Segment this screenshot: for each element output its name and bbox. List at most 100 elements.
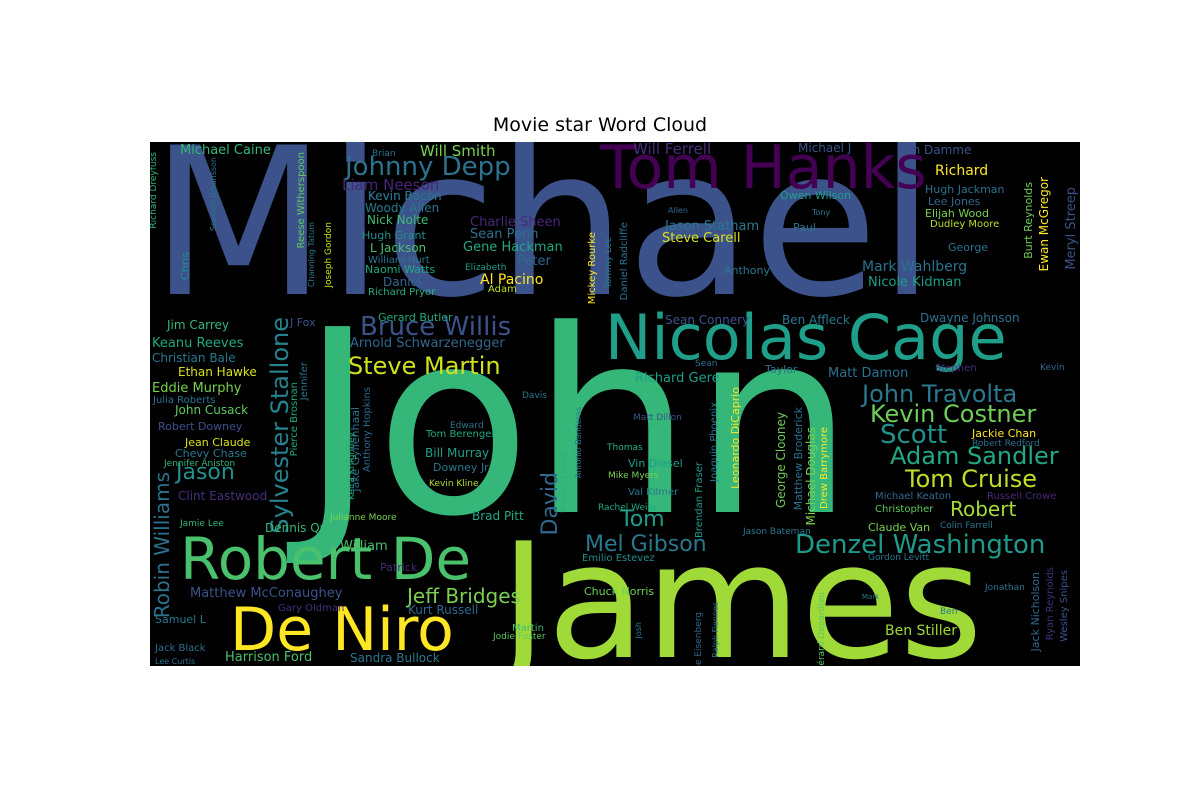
word-hugh-grant: Hugh Grant: [362, 229, 426, 242]
word-richard: Richard: [935, 163, 989, 179]
word-allen: Allen: [668, 206, 688, 215]
word-robert-de: Robert De: [180, 525, 472, 593]
word-ben-stiller: Ben Stiller: [885, 623, 957, 639]
word-woody-allen: Woody Allen: [365, 201, 440, 215]
word-jodie-foster: Jodie Foster: [493, 632, 546, 642]
word-christian-bale: Christian Bale: [152, 351, 236, 365]
word-jackie-chan: Jackie Chan: [972, 427, 1037, 440]
word-robin-williams: Robin Williams: [150, 472, 174, 619]
word-matt-dillon: Matt Dillon: [633, 413, 682, 423]
word-gordon-levitt: Gordon Levitt: [868, 553, 930, 563]
word-kevin-costner: Kevin Costner: [870, 400, 1037, 428]
word-gene-hackman: Gene Hackman: [463, 240, 563, 255]
word-gerard-butler: Gerard Butler: [378, 311, 453, 324]
word-daniel: Daniel: [383, 275, 422, 289]
word-george-clooney: George Clooney: [774, 412, 788, 509]
word-tom: Tom: [620, 507, 665, 532]
word-sean-connery: Sean Connery: [665, 313, 750, 327]
word-gerard-depardieu: Gérard Depardieu: [817, 592, 827, 666]
word-meryl-streep: Meryl Streep: [1064, 187, 1079, 270]
word-downey-jr: Downey Jr: [433, 461, 489, 474]
word-michael-caine: Michael Caine: [180, 143, 271, 158]
word-tony: Tony: [812, 208, 831, 217]
word-elijah-wood: Elijah Wood: [925, 207, 990, 220]
word-keanu-reeves: Keanu Reeves: [152, 336, 244, 351]
word-robert-downey: Robert Downey: [158, 420, 243, 433]
word-jean-claude: Jean Claude: [185, 436, 251, 449]
word-scott: Scott: [880, 420, 948, 450]
word-joseph-gordon: Joseph Gordon: [324, 222, 334, 288]
word-burt-reynolds: Burt Reynolds: [1022, 182, 1035, 259]
word-will-smith: Will Smith: [420, 142, 496, 160]
word-peter: Peter: [517, 254, 551, 269]
word-l-jackson: L Jackson: [370, 241, 427, 255]
word-gary-oldman: Gary Oldman: [278, 603, 345, 614]
word-brendan-fraser: Brendan Fraser: [694, 462, 705, 538]
word-brian: Brian: [372, 149, 396, 159]
word-josh: Josh: [634, 622, 643, 639]
word-adam-sandler: Adam Sandler: [890, 442, 1059, 470]
word-de-niro: De Niro: [230, 595, 454, 665]
word-julianne-moore: Julianne Moore: [330, 513, 397, 523]
word-wesley-snipes: Wesley Snipes: [1059, 570, 1070, 642]
word-william-hurt: William Hurt: [368, 255, 430, 266]
word-owen-wilson: Owen Wilson: [780, 189, 852, 202]
word-jamie-lee: Jamie Lee: [180, 519, 224, 529]
word-van-damme: Van Damme: [898, 143, 972, 157]
word-patrick: Patrick: [380, 561, 418, 574]
word-paul: Paul: [793, 221, 816, 234]
word-al-pacino: Al Pacino: [480, 272, 544, 288]
word-nicole-kidman: Nicole Kidman: [868, 275, 962, 290]
word-kirsten-dunst: Kirsten Dunst: [559, 452, 569, 513]
word-kevin: Kevin: [1040, 363, 1065, 373]
word-chuck-norris: Chuck Norris: [584, 585, 655, 598]
word-val-kilmer: Val Kilmer: [628, 487, 679, 498]
word-claude-van: Claude Van: [868, 521, 931, 534]
word-denzel-washington: Denzel Washington: [795, 530, 1046, 560]
word-sandra-bullock: Sandra Bullock: [350, 651, 440, 665]
word-bill-murray: Bill Murray: [425, 446, 490, 460]
word-chevy-chase: Chevy Chase: [175, 447, 247, 460]
word-jack-black: Jack Black: [155, 643, 206, 654]
word-jason: Jason: [176, 460, 235, 485]
word-charlie-sheen: Charlie Sheen: [470, 215, 561, 230]
word-stephen: Stephen: [935, 363, 977, 374]
word-jennifer-aniston: Jennifer Aniston: [164, 459, 236, 469]
word-john-cusack: John Cusack: [175, 403, 249, 417]
word-tom-cruise: Tom Cruise: [905, 465, 1038, 493]
word-joaquin-phoenix: Joaquin Phoenix: [709, 402, 720, 482]
word-eddie-murphy: Eddie Murphy: [152, 381, 242, 396]
word-jason-statham: Jason Statham: [665, 219, 760, 234]
word-tom-berenger: Tom Berenger: [426, 429, 496, 440]
word-naomi-watts: Naomi Watts: [365, 263, 436, 276]
word-matt-damon: Matt Damon: [828, 366, 909, 381]
word-lee-curtis: Lee Curtis: [155, 657, 196, 666]
word-anthony-hopkins: Anthony Hopkins: [362, 387, 373, 473]
word-davis: Davis: [522, 391, 547, 401]
word-arnold-schwarzenegger: Arnold Schwarzenegger: [350, 336, 505, 351]
word-jack-nicholson: Jack Nicholson: [1029, 572, 1042, 652]
word-richard-pryor: Richard Pryor: [368, 287, 436, 298]
word-matthew-mcconaughey: Matthew McConaughey: [190, 586, 343, 601]
word-steve-carell: Steve Carell: [662, 231, 741, 246]
word-hugh-jackman: Hugh Jackman: [925, 183, 1005, 196]
word-jesse-eisenberg: Jesse Eisenberg: [694, 612, 704, 666]
word-russell-crowe: Russell Crowe: [987, 491, 1057, 502]
word-michael: Michael: [150, 142, 936, 343]
word-samuel-l: Samuel L: [155, 613, 206, 626]
word-chris: Chris: [179, 252, 192, 280]
chart-title: Movie star Word Cloud: [492, 114, 708, 136]
word-james: James: [500, 508, 983, 667]
word-mark-wahlberg: Mark Wahlberg: [862, 259, 968, 275]
word-clint-eastwood: Clint Eastwood: [178, 489, 268, 503]
word-mel-gibson: Mel Gibson: [585, 532, 707, 557]
word-john: John: [300, 276, 855, 573]
word-john-travolta: John Travolta: [862, 380, 1018, 408]
word-tom-hanks: Tom Hanks: [600, 142, 927, 203]
word-ben-affleck: Ben Affleck: [782, 313, 850, 327]
word-tommy-lee: Tommy Lee: [604, 237, 614, 289]
word-jennifer: Jennifer: [299, 362, 310, 401]
word-steve-martin: Steve Martin: [348, 352, 501, 380]
word-reese-witherspoon: Reese Witherspoon: [296, 152, 307, 249]
word-drew-barrymore: Drew Barrymore: [819, 427, 830, 509]
